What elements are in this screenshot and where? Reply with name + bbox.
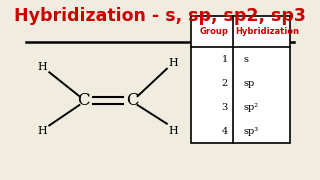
Text: H: H — [37, 62, 47, 72]
FancyBboxPatch shape — [191, 15, 290, 143]
Text: Hybridization: Hybridization — [236, 27, 300, 36]
Text: Group: Group — [200, 27, 229, 36]
Text: sp: sp — [244, 79, 255, 88]
Text: 3: 3 — [221, 103, 228, 112]
Text: C: C — [126, 92, 139, 109]
Text: H: H — [37, 126, 47, 136]
Text: H: H — [169, 126, 179, 136]
Text: H: H — [169, 58, 179, 68]
Text: 1: 1 — [221, 55, 228, 64]
Text: 4: 4 — [221, 127, 228, 136]
Text: sp³: sp³ — [244, 127, 259, 136]
Text: sp²: sp² — [244, 103, 259, 112]
Text: C: C — [77, 92, 90, 109]
Text: s: s — [244, 55, 249, 64]
Text: 2: 2 — [221, 79, 228, 88]
Text: Hybridization - s, sp, sp2, sp3: Hybridization - s, sp, sp2, sp3 — [14, 7, 306, 25]
